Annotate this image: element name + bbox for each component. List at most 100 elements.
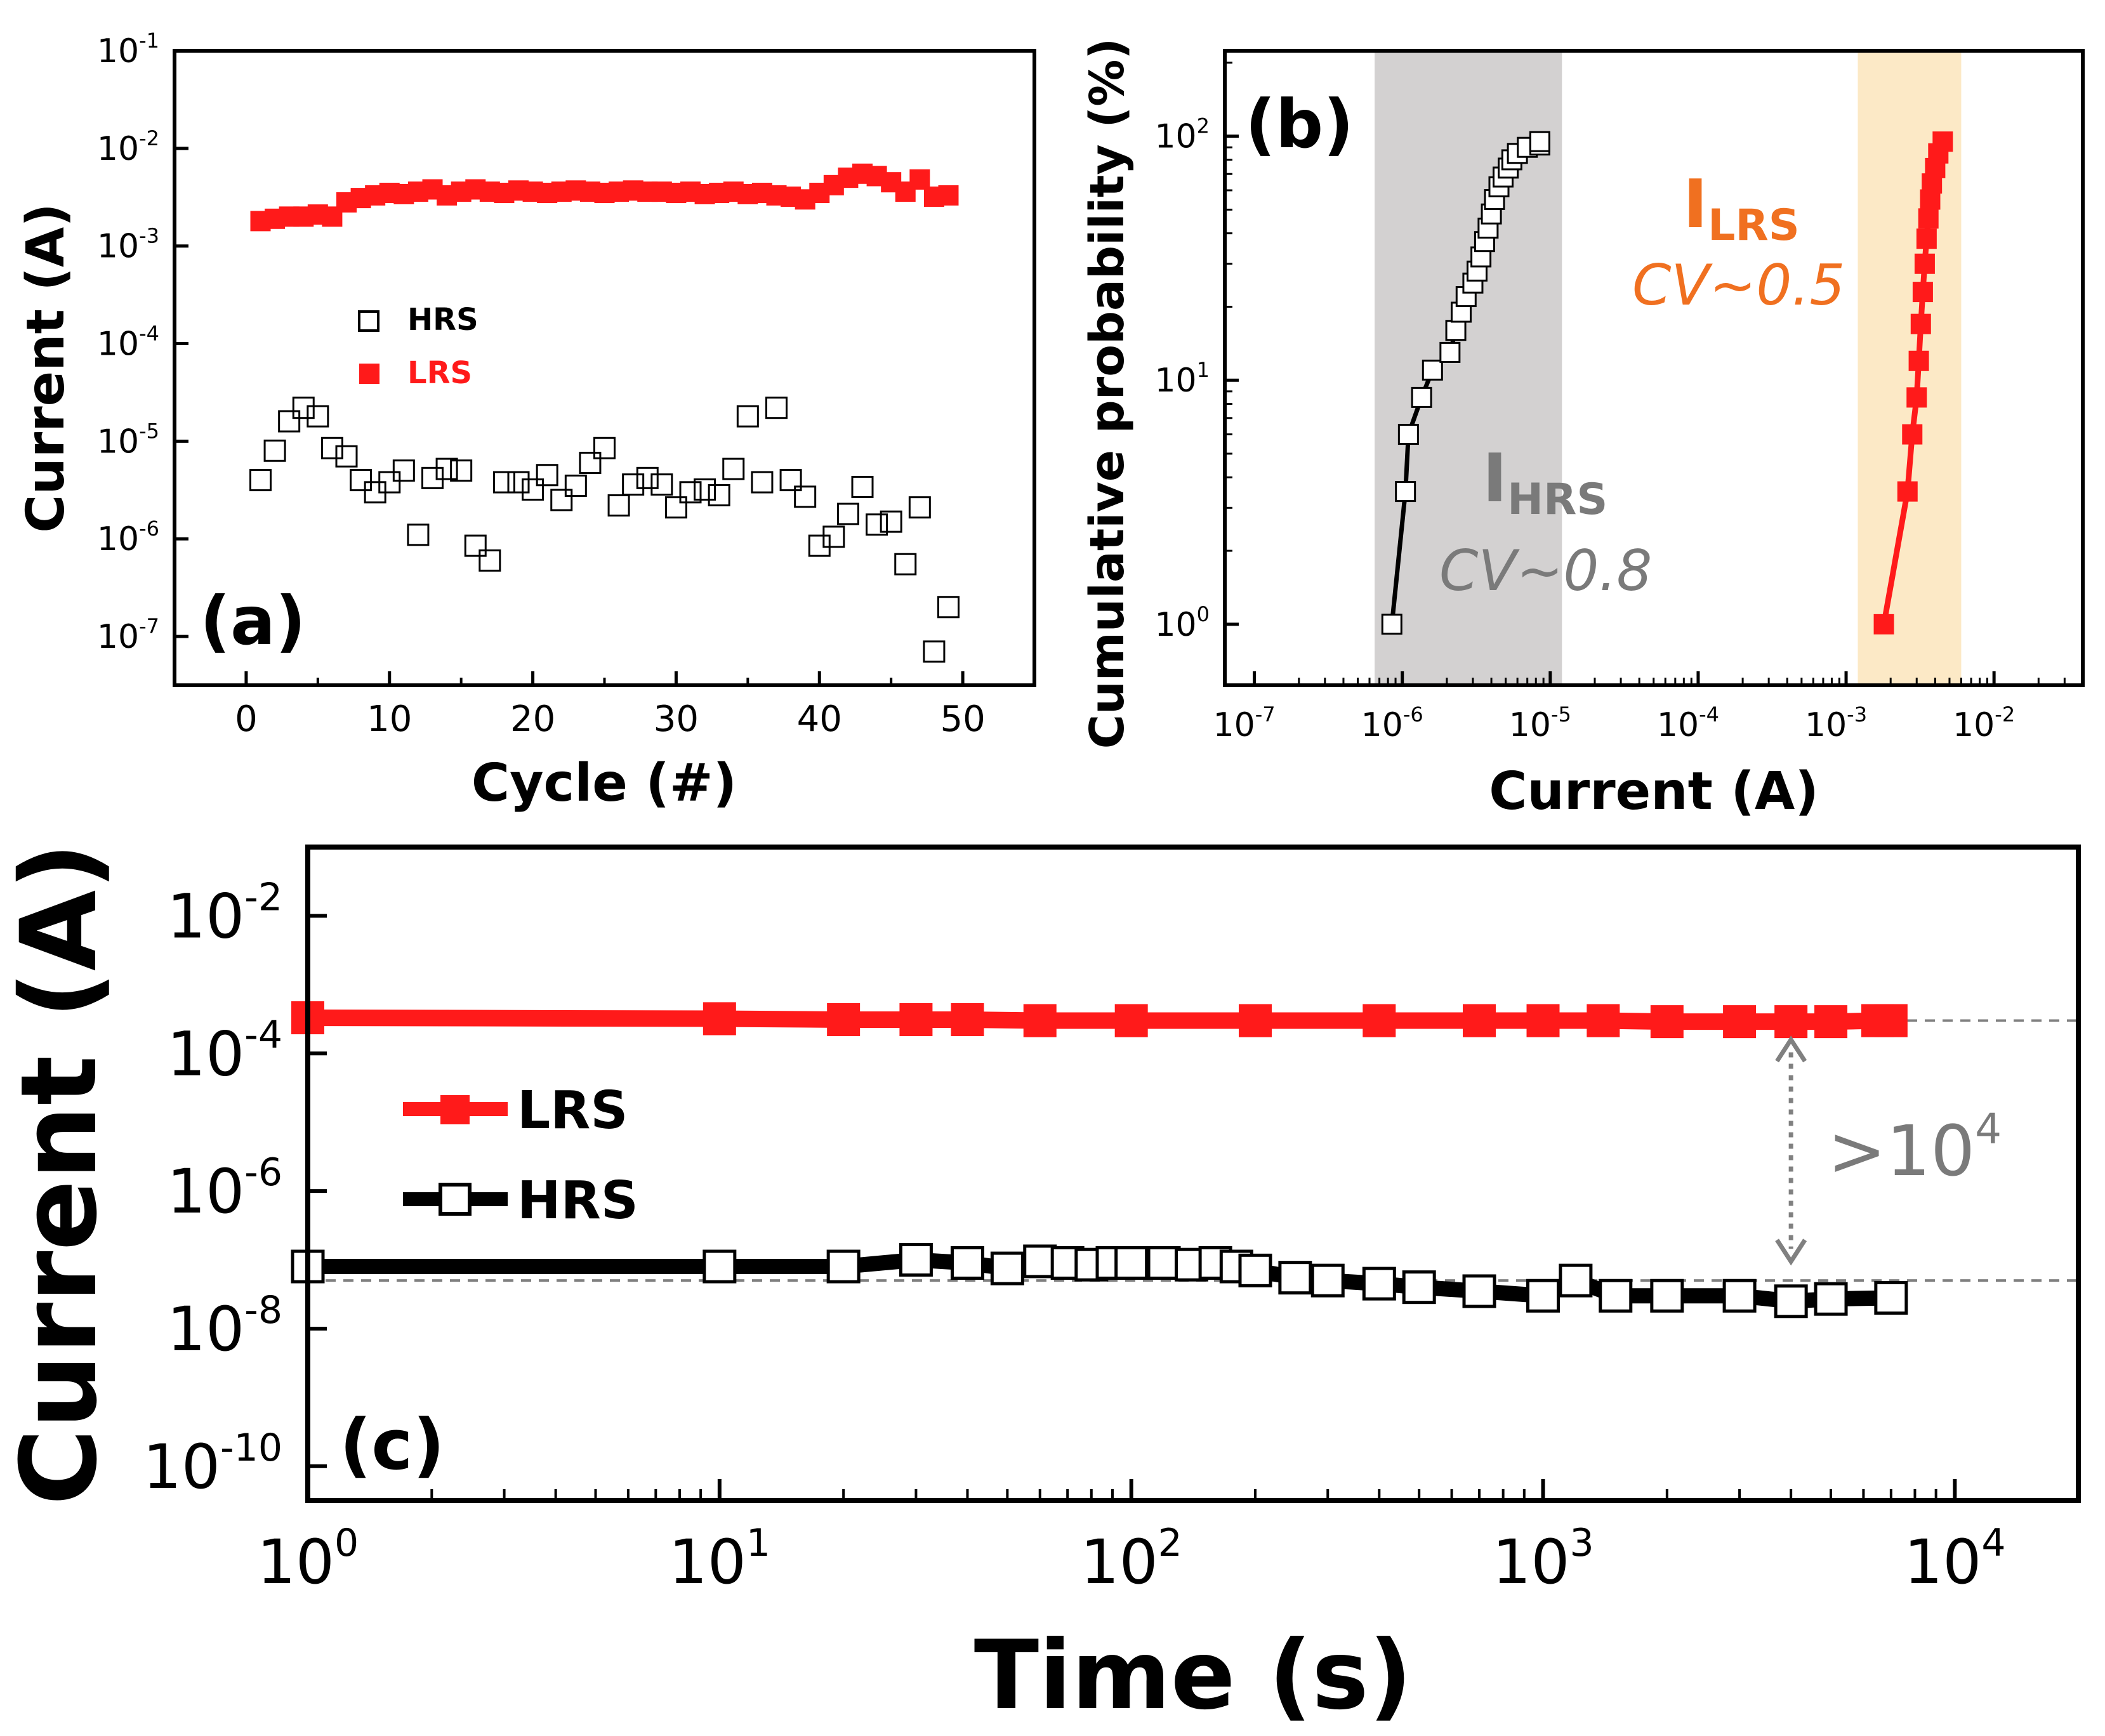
panel-b-ilrs-main: I [1683, 166, 1708, 243]
panel-a-hrs-point [478, 549, 501, 572]
panel-b-y-tick-label-base: 10 [1154, 606, 1196, 644]
panel-b-y-tick-label-sup: 2 [1197, 114, 1210, 138]
panel-b-lrs-point [1906, 387, 1927, 408]
panel-c-x-tick-label-base: 10 [669, 1527, 746, 1598]
panel-c-hrs-point [1462, 1274, 1496, 1308]
panel-b-lrs-point [1910, 313, 1931, 334]
panel-a-y-tick-label-sup: -6 [139, 516, 159, 541]
panel-c-lrs-point [1814, 1005, 1848, 1039]
panel-b-x-tick-label-base: 10 [1213, 706, 1255, 744]
panel-c-legend-hrs-marker [439, 1183, 472, 1216]
panel-b-lrs-point [1916, 228, 1937, 249]
panel-b-x-tick-label-sup: -7 [1255, 702, 1276, 727]
panel-c-hrs-point [1650, 1279, 1684, 1313]
panel-a-hrs-point [622, 473, 645, 496]
panel-c-y-tick-label: 10-2 [167, 875, 282, 952]
panel-c-ratio-arrow [1775, 1036, 1807, 1266]
panel-b-x-axis: 10-7 10-6 10-5 10-4 10-3 10-2 [1213, 671, 2066, 744]
panel-a-y-tick-label-base: 10 [97, 520, 139, 558]
panel-c-hrs-point [1362, 1266, 1396, 1301]
panel-b-ihrs-sub: HRS [1507, 475, 1607, 525]
panel-c-lrs-point [1463, 1004, 1496, 1037]
panel-b-x-tick-label-base: 10 [1657, 706, 1699, 744]
panel-a-hrs-point [579, 452, 602, 475]
panel-c-lrs-point [703, 1002, 736, 1036]
panel-a-hrs-point [894, 553, 917, 575]
panel-b-lrs-point [1912, 282, 1933, 303]
panel-c-y-tick-label: 10-4 [167, 1013, 282, 1089]
panel-c-hrs-point [1814, 1282, 1848, 1316]
panel-c-x-tick-label-base: 10 [257, 1527, 334, 1598]
panel-c-ratio-arrow-head-down [1775, 1239, 1807, 1266]
panel-a-ylabel: Current (A) [16, 203, 76, 533]
panel-a-y-tick-label: 10-5 [97, 419, 159, 461]
panel-c-y-tick-label-sup: -6 [244, 1150, 282, 1195]
panel-a-hrs-point [880, 510, 902, 533]
panel-a-y-tick-label: 10-6 [97, 516, 159, 558]
panel-c-label: (c) [340, 1404, 445, 1485]
panel-c-hrs-point [1023, 1244, 1057, 1279]
panel-a-x-tick-label: 30 [654, 699, 699, 740]
panel-c-y-tick-label-base: 10 [167, 1294, 244, 1365]
panel-a-legend-lrs-marker [359, 364, 379, 384]
panel-b-x-tick-label: 10-2 [1953, 702, 2015, 744]
panel-a-label: (a) [200, 582, 306, 660]
panel-c-lrs-point [951, 1003, 984, 1036]
panel-c-hrs-point [1238, 1253, 1272, 1287]
panel-a-hrs-point [450, 459, 473, 482]
panel-a-y-tick-label-base: 10 [97, 423, 139, 461]
panel-a-hrs-point [851, 475, 874, 498]
panel-c-hrs-point [1147, 1246, 1181, 1280]
panel-a-hrs-point [650, 473, 673, 496]
panel-a-y-tick-label-base: 10 [97, 228, 139, 266]
panel-a-y-tick-label-sup: -1 [139, 29, 159, 53]
panel-a-hrs-point [708, 483, 730, 506]
panel-c-y-tick-label: 10-6 [167, 1150, 282, 1227]
panel-c-x-tick-label-sup: 1 [746, 1521, 770, 1565]
panel-b-ilrs-label: ILRS [1683, 166, 1800, 251]
panel-c-ratio-sup: 4 [1975, 1105, 2002, 1154]
panel-a-hrs-point [822, 525, 845, 548]
panel-b-hrs-point [1529, 131, 1550, 152]
panel-c-hrs-point [1874, 1280, 1908, 1315]
panel-c-x-tick-label-base: 10 [1904, 1527, 1981, 1598]
panel-b-x-tick-label: 10-6 [1361, 702, 1423, 744]
panel-c-lrs-point [899, 1003, 933, 1036]
panel-a-hrs-point [607, 494, 630, 517]
panel-c-y-tick-label-base: 10 [167, 1156, 244, 1227]
panel-a-y-tick-label: 10-2 [97, 126, 159, 168]
panel-c-x-tick-label-sup: 2 [1158, 1521, 1182, 1565]
panel-a-y-tick-label-base: 10 [97, 618, 139, 656]
panel-c-xlabel: Time (s) [974, 1621, 1412, 1731]
panel-a-y-tick-label-sup: -7 [139, 614, 159, 638]
panel-c-hrs-point [1114, 1246, 1149, 1280]
panel-b-ylabel: Cumulative probability (%) [1080, 38, 1135, 749]
panel-c-x-axis: 100 101 102 103 104 [257, 1479, 2006, 1598]
panel-b-label: (b) [1245, 86, 1354, 163]
panel-c-x-tick-label: 103 [1492, 1521, 1594, 1598]
panel-b-lrs-point [1897, 481, 1918, 502]
panel-c-hrs-point [899, 1243, 933, 1277]
panel-a-hrs-point [378, 471, 401, 494]
panel-b-y-tick-label: 101 [1154, 358, 1210, 400]
panel-a-y-tick-label-sup: -5 [139, 419, 159, 443]
panel-c-y-tick-label-base: 10 [167, 881, 244, 952]
panel-b-x-tick-label: 10-4 [1657, 702, 1719, 744]
panel-a-hrs-point [550, 489, 573, 511]
panel-a-hrs-point [335, 445, 358, 468]
panel-a-hrs-point [392, 459, 415, 482]
panel-c-hrs-point [1599, 1279, 1633, 1313]
panel-a-hrs-point [908, 496, 931, 519]
panel-b-x-tick-label-sup: -5 [1551, 702, 1571, 727]
panel-a-lrs-point [909, 169, 930, 190]
panel-c-data [291, 1001, 1908, 1318]
panel-a-y-tick-label-sup: -2 [139, 126, 159, 150]
panel-c-hrs-point [1722, 1279, 1757, 1313]
panel-a-hrs-point [664, 496, 687, 519]
panel-b-ihrs-main: I [1482, 440, 1507, 517]
panel-b-lrs-point [1932, 131, 1953, 152]
panel-c-lrs-point [1023, 1004, 1057, 1037]
panel-a-hrs-point [866, 513, 888, 536]
